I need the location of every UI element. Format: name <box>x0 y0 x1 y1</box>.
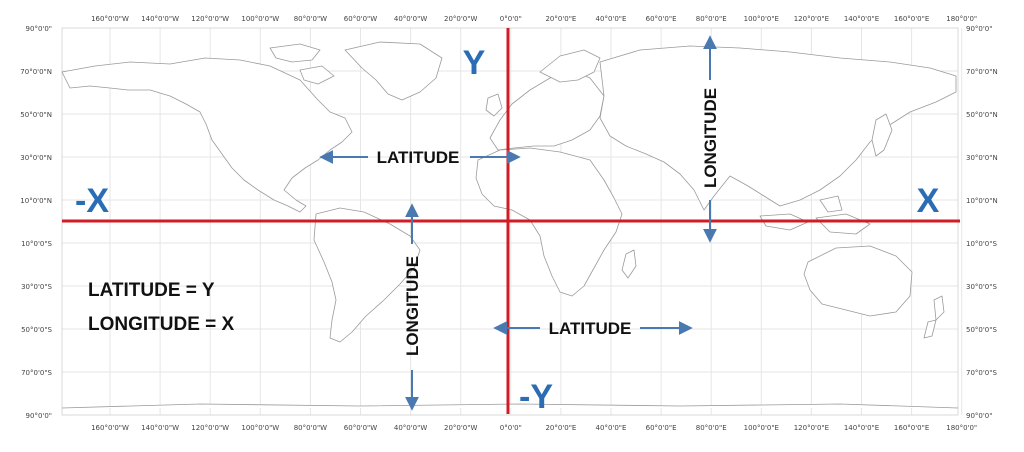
uk-outline <box>485 93 503 117</box>
longitude-tick-label: 100°0'0"W <box>241 424 279 432</box>
asia-outline <box>599 45 957 211</box>
scandinavia-outline <box>539 49 601 83</box>
new-zealand-outline <box>923 295 945 339</box>
latitude-tick-label: 90°0'0" <box>966 412 992 420</box>
latitude-tick-label: 10°0'0"N <box>20 197 52 205</box>
longitude-tick-label: 40°0'0"W <box>394 424 427 432</box>
longitude-tick-label: 60°0'0"W <box>344 15 377 23</box>
latitude-tick-label: 30°0'0"N <box>966 154 998 162</box>
longitude-label-east: LONGITUDE <box>701 88 720 188</box>
longitude-tick-label: 100°0'0"E <box>744 15 779 23</box>
axis-letter-pos-y: Y <box>463 44 486 82</box>
latitude-tick-label: 10°0'0"S <box>966 240 997 248</box>
longitude-tick-label: 100°0'0"W <box>241 15 279 23</box>
greenland-outline <box>344 41 443 101</box>
south-america-outline <box>313 207 421 343</box>
legend-line-longitude: LONGITUDE = X <box>88 314 235 335</box>
latitude-tick-label: 10°0'0"S <box>21 240 52 248</box>
longitude-tick-label: 20°0'0"W <box>444 15 477 23</box>
longitude-tick-label: 140°0'0"W <box>141 15 179 23</box>
longitude-tick-label: 80°0'0"W <box>294 424 327 432</box>
latitude-ticks-left: 90°0'0" 70°0'0"N 50°0'0"N 30°0'0"N 10°0'0"N 1… <box>20 25 52 420</box>
japan-outline <box>871 113 893 157</box>
latitude-tick-label: 90°0'0" <box>26 25 52 33</box>
southeast-asia-islands-outline <box>759 195 871 235</box>
longitude-tick-label: 160°0'0"E <box>894 424 929 432</box>
longitude-tick-label: 100°0'0"E <box>744 424 779 432</box>
continent-outlines <box>61 41 959 409</box>
latitude-label-south: LATITUDE <box>549 319 632 338</box>
latitude-tick-label: 90°0'0" <box>26 412 52 420</box>
latitude-tick-label: 90°0'0" <box>966 25 992 33</box>
latitude-tick-label: 70°0'0"S <box>21 369 52 377</box>
longitude-tick-label: 20°0'0"E <box>545 424 576 432</box>
latitude-tick-label: 50°0'0"S <box>966 326 997 334</box>
longitude-tick-label: 0°0'0" <box>500 424 522 432</box>
longitude-label-west: LONGITUDE <box>403 256 422 356</box>
madagascar-outline <box>621 249 637 279</box>
axis-letter-neg-y: -Y <box>519 378 553 416</box>
australia-outline <box>803 245 913 317</box>
latitude-tick-label: 50°0'0"S <box>21 326 52 334</box>
latitude-tick-label: 70°0'0"N <box>20 68 52 76</box>
longitude-tick-label: 120°0'0"W <box>191 15 229 23</box>
longitude-ticks-top: 160°0'0"W 140°0'0"W 120°0'0"W 100°0'0"W 80°0… <box>91 15 977 23</box>
longitude-tick-label: 140°0'0"E <box>844 15 879 23</box>
latitude-tick-label: 50°0'0"N <box>966 111 998 119</box>
longitude-tick-label: 20°0'0"E <box>545 15 576 23</box>
latitude-tick-label: 10°0'0"N <box>966 197 998 205</box>
longitude-tick-label: 80°0'0"W <box>294 15 327 23</box>
latitude-tick-label: 70°0'0"S <box>966 369 997 377</box>
longitude-tick-label: 60°0'0"E <box>646 424 677 432</box>
axis-letter-neg-x: -X <box>75 182 109 220</box>
longitude-tick-label: 140°0'0"E <box>844 424 879 432</box>
longitude-tick-label: 160°0'0"W <box>91 15 129 23</box>
latitude-tick-label: 30°0'0"N <box>20 154 52 162</box>
longitude-tick-label: 160°0'0"E <box>894 15 929 23</box>
longitude-tick-label: 40°0'0"E <box>596 424 627 432</box>
longitude-tick-label: 80°0'0"E <box>696 424 727 432</box>
longitude-tick-label: 160°0'0"W <box>91 424 129 432</box>
legend-line-latitude: LATITUDE = Y <box>88 280 215 301</box>
north-america-outline <box>61 57 353 213</box>
longitude-tick-label: 40°0'0"E <box>596 15 627 23</box>
longitude-tick-label: 140°0'0"W <box>141 424 179 432</box>
latitude-ticks-right: 90°0'0" 70°0'0"N 50°0'0"N 30°0'0"N 10°0'0"N 1… <box>966 25 998 420</box>
longitude-tick-label: 0°0'0" <box>500 15 522 23</box>
longitude-tick-label: 80°0'0"E <box>696 15 727 23</box>
longitude-tick-label: 120°0'0"E <box>794 424 829 432</box>
axis-letter-pos-x: X <box>917 182 940 220</box>
latitude-tick-label: 30°0'0"S <box>21 283 52 291</box>
latitude-tick-label: 50°0'0"N <box>20 111 52 119</box>
latitude-label-north: LATITUDE <box>377 148 460 167</box>
longitude-tick-label: 120°0'0"E <box>794 15 829 23</box>
antarctica-outline <box>61 403 959 409</box>
latitude-tick-label: 30°0'0"S <box>966 283 997 291</box>
canadian-islands-outline <box>269 43 335 85</box>
longitude-ticks-bottom: 160°0'0"W 140°0'0"W 120°0'0"W 100°0'0"W 80°0… <box>91 424 977 432</box>
longitude-tick-label: 180°0'0" <box>946 15 977 23</box>
latitude-tick-label: 70°0'0"N <box>966 68 998 76</box>
longitude-tick-label: 60°0'0"E <box>646 15 677 23</box>
longitude-tick-label: 60°0'0"W <box>344 424 377 432</box>
longitude-tick-label: 180°0'0" <box>946 424 977 432</box>
longitude-tick-label: 120°0'0"W <box>191 424 229 432</box>
longitude-tick-label: 20°0'0"W <box>444 424 477 432</box>
longitude-tick-label: 40°0'0"W <box>394 15 427 23</box>
